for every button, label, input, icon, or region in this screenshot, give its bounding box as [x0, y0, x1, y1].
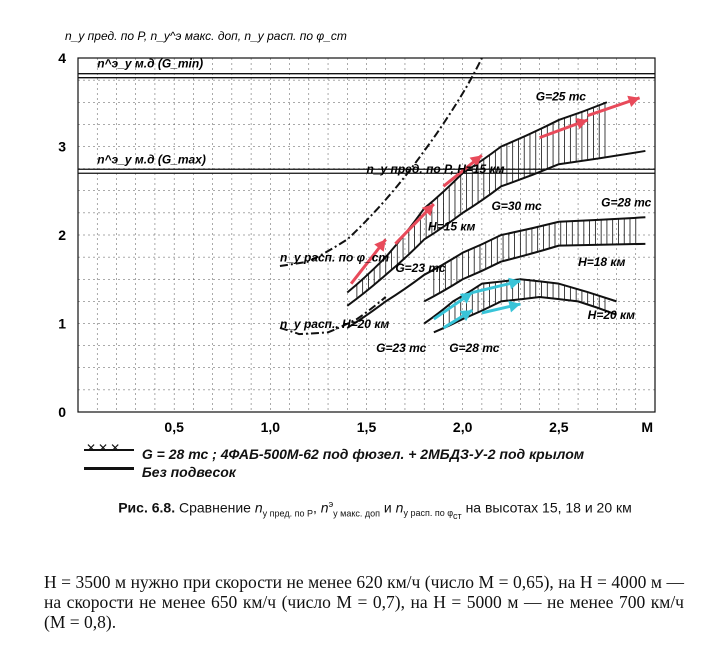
- legend-text-1: G = 28 тс ; 4ФАБ-500М-62 под фюзел. + 2М…: [141, 446, 585, 462]
- x-tick-label: 1,5: [357, 419, 377, 435]
- legend-row-1: G = 28 тс ; 4ФАБ-500М-62 под фюзел. + 2М…: [84, 441, 585, 462]
- caption-n3-sub: y расп. по φ: [403, 508, 454, 519]
- caption-n3: n: [395, 499, 404, 516]
- caption-n3-sub2: ст: [453, 511, 462, 522]
- series-curve: [423, 242, 646, 303]
- caption-and: и: [383, 499, 392, 516]
- reference-line-label: n^э_y м.д (G_max): [97, 152, 206, 166]
- caption-text-2: на высотах 15, 18 и 20 км: [465, 499, 632, 516]
- x-tick-label: 1,0: [261, 419, 281, 435]
- caption-n1-sub: y пред. по P: [262, 508, 313, 519]
- curve-annotation: n_y пред. по P, H=15 км: [367, 162, 505, 176]
- chart-curves: [78, 57, 655, 336]
- legend-crosses-symbol: [84, 441, 134, 461]
- trend-arrow-head: [508, 277, 521, 290]
- chart-grid: [77, 57, 656, 413]
- trend-arrow-head: [459, 310, 473, 322]
- chart-axes: [77, 57, 656, 413]
- curve-annotation: G=23 тс: [395, 261, 446, 275]
- curve-annotation: G=23 тс: [376, 341, 427, 355]
- x-tick-label: 0,5: [164, 419, 184, 435]
- caption-text-1: Сравнение: [178, 499, 251, 516]
- trend-arrow-head: [469, 155, 482, 167]
- curve-annotation: G=25 тс: [536, 89, 587, 103]
- curve-annotation: H=15 км: [428, 220, 475, 234]
- body-paragraph: H = 3500 м нужно при скорости не менее 6…: [44, 572, 684, 632]
- y-tick-label: 3: [58, 139, 66, 155]
- curve-annotation: H=20 км: [588, 308, 635, 322]
- x-axis-label: M: [641, 419, 653, 435]
- series-curve: [433, 295, 617, 334]
- y-axis-label: n_y пред. по P, n_y^э макс. доп, n_y рас…: [65, 29, 347, 43]
- reference-line-label: n^э_y м.д (G_min): [97, 57, 203, 71]
- caption-n2-sub: y макс. доп: [333, 508, 381, 519]
- curve-annotation: G=30 тс: [492, 199, 543, 213]
- caption-lead: Рис. 6.8.: [118, 499, 176, 516]
- trend-arrow-head: [421, 204, 434, 217]
- x-tick-label: 2,0: [453, 419, 473, 435]
- trend-arrow-head: [575, 118, 588, 130]
- plot-frame: [77, 57, 656, 413]
- curve-annotation: n_y расп., H=20 км: [280, 317, 389, 331]
- y-tick-label: 0: [58, 404, 66, 420]
- series-curve: [279, 57, 483, 267]
- trend-arrow-head: [459, 292, 473, 304]
- chart-labels: 0,5 1,0 1,5 2,0 2,5 M 0 1 2 3 4 n^э_y м.д (G_min) n^…: [58, 50, 653, 435]
- trend-arrow-head: [627, 95, 640, 108]
- trend-arrow-head: [374, 239, 386, 252]
- y-tick-label: 4: [58, 50, 66, 66]
- caption-n2: n: [320, 499, 329, 516]
- chart: 0,5 1,0 1,5 2,0 2,5 M 0 1 2 3 4 n^э_y м.д (G_min) n^…: [58, 29, 656, 435]
- y-tick-label: 1: [58, 316, 66, 332]
- curve-annotation: n_y расп. по φ_ст: [280, 251, 389, 265]
- legend-row-2: Без подвесок: [84, 464, 236, 480]
- series-curve: [279, 296, 387, 336]
- legend-solid-symbol: [84, 466, 134, 480]
- curve-annotation: G=28 тс: [449, 341, 500, 355]
- series-curve: [346, 216, 646, 329]
- y-tick-label: 2: [58, 227, 66, 243]
- x-tick-label: 2,5: [549, 419, 569, 435]
- curve-annotation: G=28 тс: [601, 196, 652, 210]
- caption-n1: n: [254, 499, 263, 516]
- figure-caption: Рис. 6.8. Сравнение ny пред. по P, nэy м…: [118, 499, 632, 522]
- trend-arrow-head: [508, 300, 521, 313]
- curve-annotation: H=18 км: [578, 255, 625, 269]
- legend-text-2: Без подвесок: [141, 464, 236, 480]
- caption-n2-sup: э: [328, 499, 334, 509]
